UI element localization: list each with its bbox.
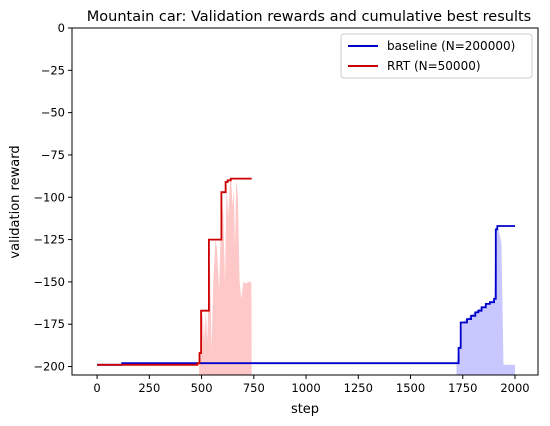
y-tick-label: −25 xyxy=(41,63,65,77)
y-tick-label: −75 xyxy=(41,148,65,162)
legend-box xyxy=(340,33,533,79)
x-tick-label: 250 xyxy=(138,381,160,395)
x-tick-label: 1750 xyxy=(448,381,477,395)
y-tick-label: −100 xyxy=(33,190,65,204)
validation-area-series-1 xyxy=(199,178,252,375)
cumulative-best-line-series-1 xyxy=(97,177,252,366)
y-tick-label: −50 xyxy=(41,106,65,120)
y-axis-label: validation reward xyxy=(8,145,23,258)
x-tick-label: 1000 xyxy=(291,381,320,395)
chart-title: Mountain car: Validation rewards and cum… xyxy=(87,9,531,25)
x-tick-label: 750 xyxy=(243,381,265,395)
legend-label-series-0: baseline (N=200000) xyxy=(387,39,515,53)
x-tick-label: 0 xyxy=(93,381,100,395)
x-axis: 0 250 500 750 1000 1250 1500 1750 2000 xyxy=(93,375,530,395)
x-tick-label: 2000 xyxy=(500,381,529,395)
x-tick-label: 500 xyxy=(191,381,213,395)
y-tick-label: −200 xyxy=(33,360,65,374)
x-axis-label: step xyxy=(291,402,319,417)
y-axis: 0 −25 −50 −75 −100 −125 −150 −175 −200 xyxy=(33,21,72,374)
plot-area xyxy=(97,177,516,375)
legend: baseline (N=200000) RRT (N=50000) xyxy=(340,33,533,79)
y-tick-label: −150 xyxy=(33,275,65,289)
x-tick-label: 1500 xyxy=(396,381,425,395)
x-tick-label: 1250 xyxy=(344,381,373,395)
plot-frame xyxy=(71,27,539,376)
legend-label-series-1: RRT (N=50000) xyxy=(387,59,481,73)
y-tick-label: 0 xyxy=(58,21,65,35)
cumulative-best-line-series-0 xyxy=(97,225,515,366)
y-tick-label: −175 xyxy=(33,317,65,331)
validation-area-series-0 xyxy=(456,226,516,375)
y-tick-label: −125 xyxy=(33,233,65,247)
